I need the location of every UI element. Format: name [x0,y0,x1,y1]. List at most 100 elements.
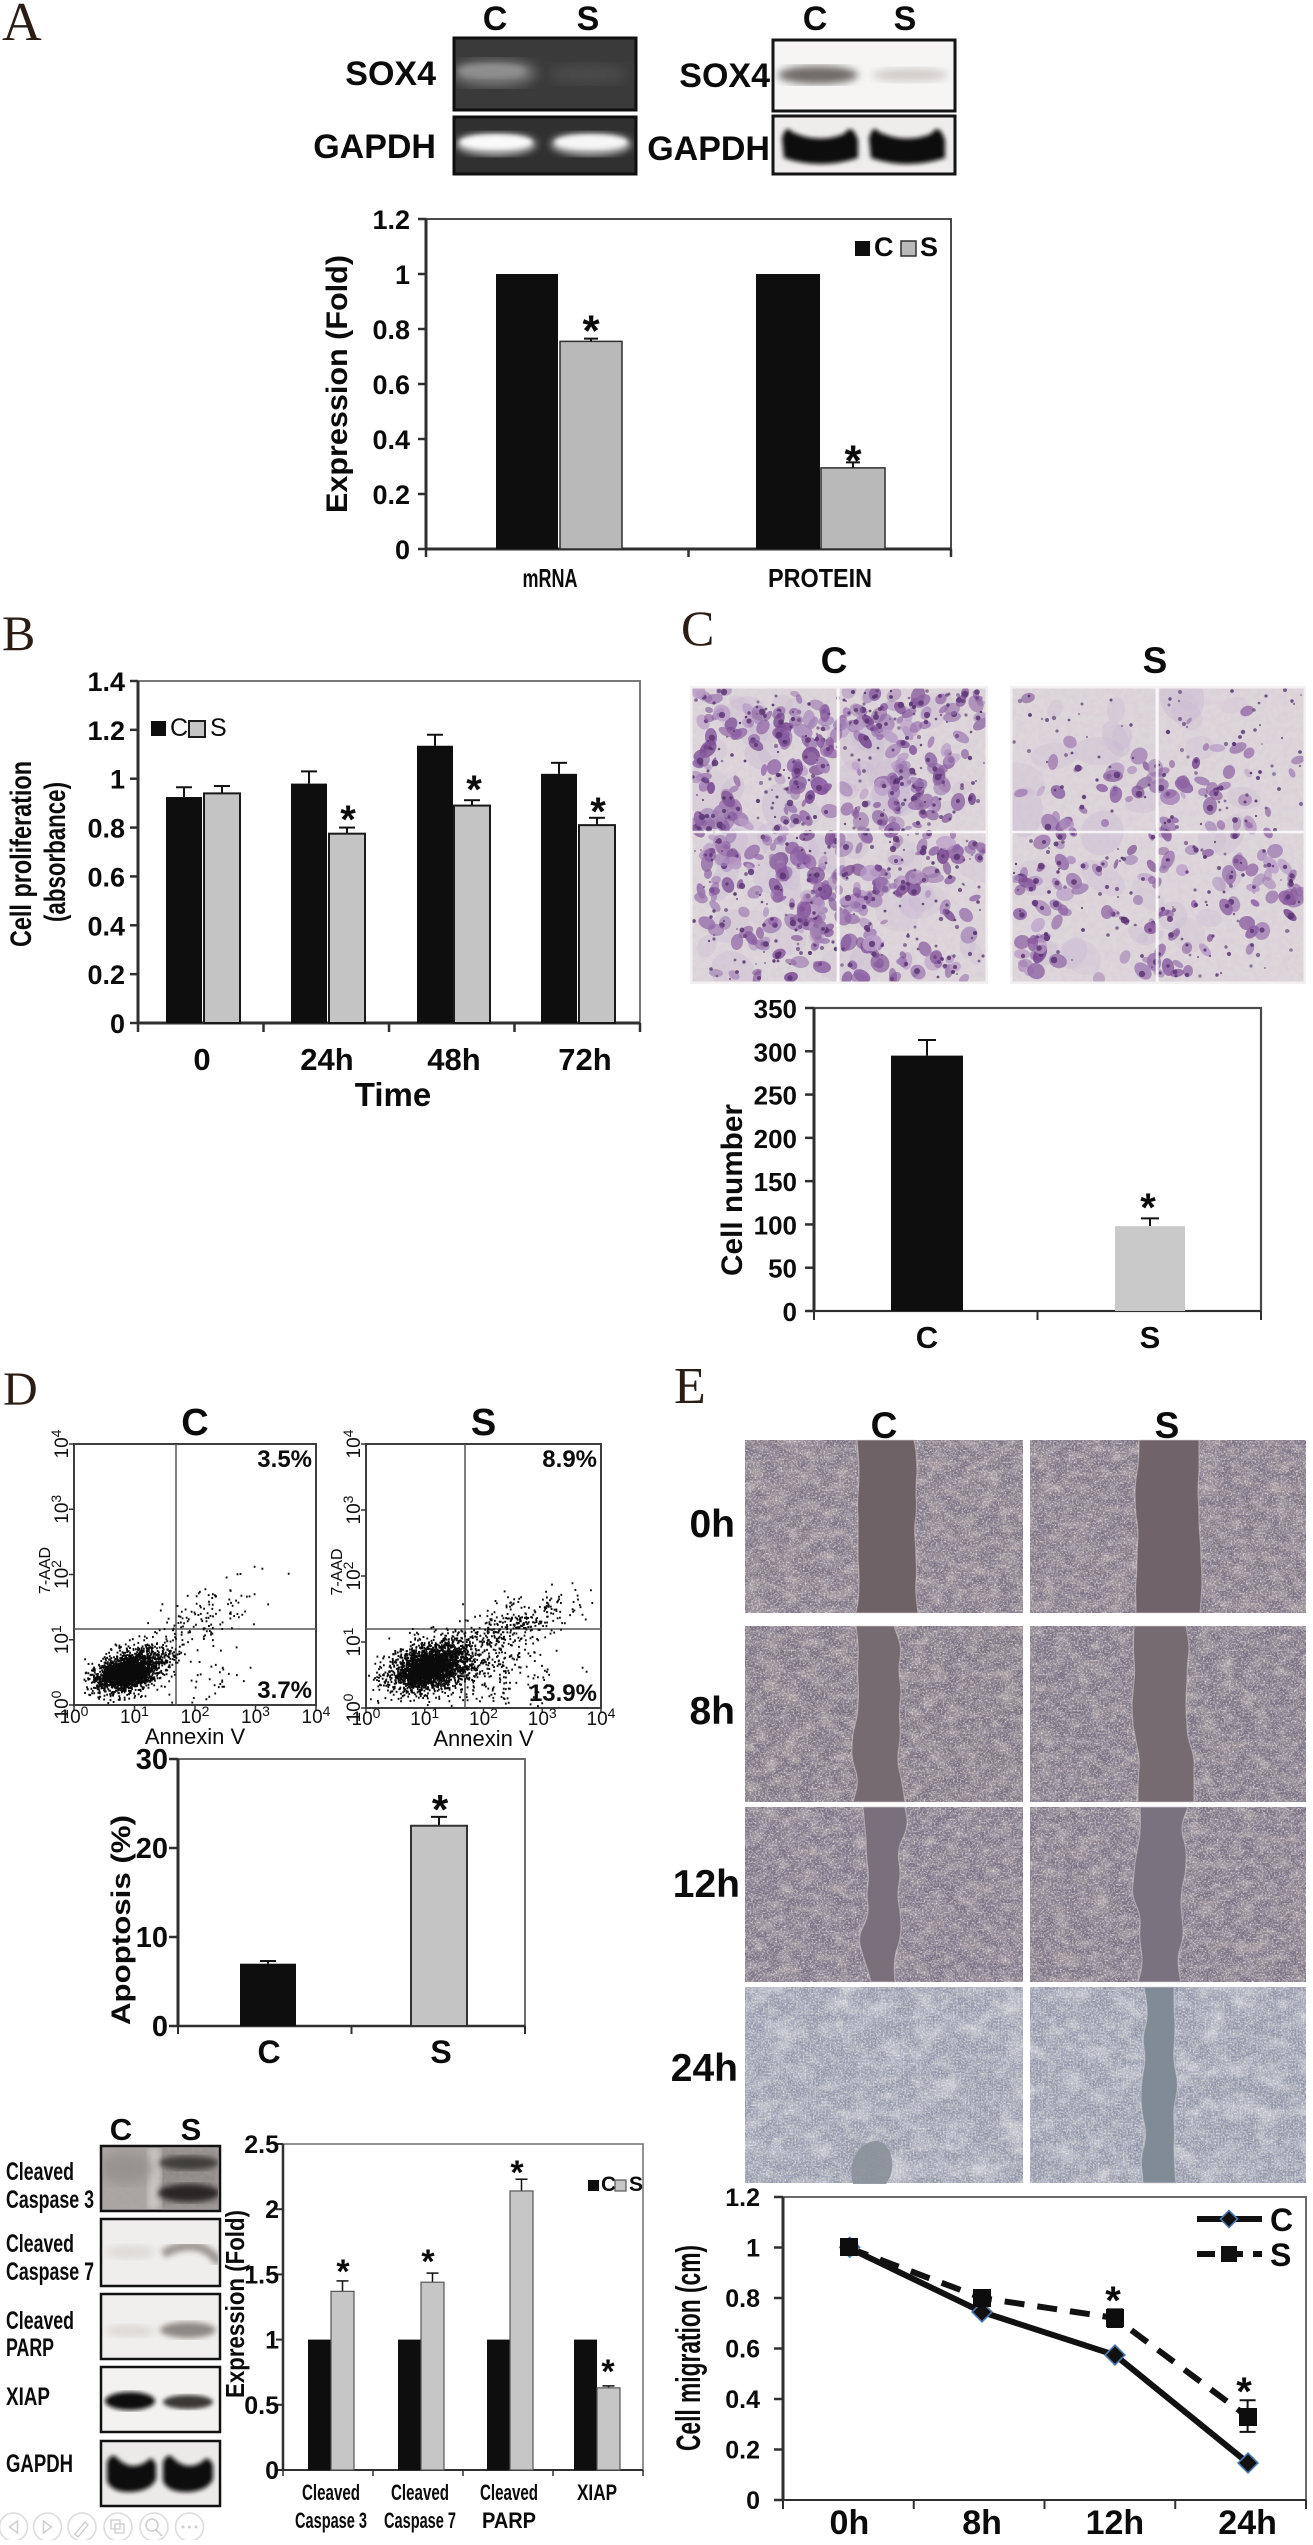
svg-text:mRNA: mRNA [523,563,578,593]
svg-text:0.2: 0.2 [725,2437,760,2465]
svg-text:Expression (Fold): Expression (Fold) [321,255,354,513]
svg-text:0: 0 [783,1297,797,1327]
svg-text:PROTEIN: PROTEIN [768,563,872,593]
svg-text:Cleaved: Cleaved [391,2480,449,2505]
svg-text:Cleaved: Cleaved [6,2158,74,2186]
svg-text:S: S [894,0,917,38]
svg-text:1: 1 [746,2235,760,2263]
svg-text:350: 350 [754,994,797,1024]
svg-text:E: E [674,1358,706,1415]
svg-text:20: 20 [136,1833,168,1865]
svg-text:*: * [432,1786,449,1833]
svg-text:*: * [844,436,862,485]
svg-text:C: C [681,600,714,656]
svg-text:Cell migration (cm): Cell migration (cm) [670,2245,708,2451]
svg-text:103: 103 [48,1495,73,1524]
svg-text:1: 1 [265,2327,279,2355]
svg-text:0.8: 0.8 [87,814,125,844]
svg-text:3.5%: 3.5% [257,1446,312,1473]
svg-text:0.6: 0.6 [87,862,125,892]
svg-text:*: * [1236,2370,1252,2414]
svg-text:D: D [3,1363,38,1416]
svg-text:8.9%: 8.9% [542,1446,597,1473]
svg-text:104: 104 [302,1703,331,1728]
svg-text:S: S [920,232,938,262]
svg-text:24h: 24h [300,1042,353,1077]
svg-text:0h: 0h [689,1503,735,1546]
svg-text:C: C [170,714,188,742]
svg-text:10: 10 [136,1922,168,1954]
svg-text:*: * [340,798,356,842]
svg-text:103: 103 [241,1703,270,1728]
svg-text:Cleaved: Cleaved [480,2480,538,2505]
svg-text:C: C [821,640,848,681]
svg-text:2.5: 2.5 [244,2131,279,2159]
svg-text:XIAP: XIAP [577,2480,617,2505]
svg-text:Cleaved: Cleaved [6,2230,74,2258]
svg-text:GAPDH: GAPDH [313,128,436,166]
svg-text:*: * [1140,1186,1156,1230]
svg-text:Annexin V: Annexin V [433,1726,534,1751]
svg-text:A: A [2,0,42,52]
svg-text:7-AAD: 7-AAD [37,1547,54,1594]
svg-text:Caspase 3: Caspase 3 [295,2508,367,2533]
svg-text:0.5: 0.5 [244,2392,279,2420]
svg-text:104: 104 [587,1705,616,1730]
svg-text:*: * [466,768,482,812]
svg-text:C: C [871,1405,898,1446]
svg-text:C: C [874,232,894,262]
svg-text:(absorbance): (absorbance) [39,782,72,922]
svg-text:102: 102 [48,1560,73,1589]
svg-text:1.2: 1.2 [87,716,125,746]
svg-text:12h: 12h [1086,2504,1145,2540]
svg-text:1: 1 [110,765,125,795]
svg-text:1.2: 1.2 [725,2184,760,2212]
svg-text:Apoptosis (%): Apoptosis (%) [106,1815,136,2025]
svg-text:Caspase 7: Caspase 7 [6,2258,94,2286]
svg-text:S: S [471,1402,496,1444]
svg-text:0.8: 0.8 [725,2285,760,2313]
svg-text:300: 300 [754,1037,797,1067]
svg-text:S: S [1155,1405,1180,1446]
svg-text:0.6: 0.6 [372,370,410,400]
svg-text:24h: 24h [1218,2504,1277,2540]
svg-text:Caspase 3: Caspase 3 [6,2186,94,2214]
svg-text:1.5: 1.5 [244,2261,279,2289]
svg-text:101: 101 [340,1627,365,1656]
svg-text:XIAP: XIAP [6,2383,50,2411]
svg-text:C: C [181,1402,208,1444]
svg-text:100: 100 [754,1210,797,1240]
svg-text:0h: 0h [830,2504,870,2540]
svg-text:C: C [601,2173,616,2196]
svg-text:C: C [803,0,828,38]
svg-text:0.2: 0.2 [87,960,125,990]
svg-text:100: 100 [48,1690,73,1719]
svg-text:Expression (Fold): Expression (Fold) [220,2210,250,2398]
svg-text:S: S [577,0,600,38]
svg-text:104: 104 [48,1429,73,1458]
svg-text:C: C [110,2112,132,2147]
svg-text:103: 103 [340,1495,365,1524]
svg-text:0: 0 [193,1042,210,1077]
svg-text:*: * [590,790,606,834]
svg-text:SOX4: SOX4 [345,55,436,93]
svg-text:S: S [1270,2237,1291,2273]
svg-text:Cell proliferation: Cell proliferation [5,761,38,947]
svg-text:13.9%: 13.9% [529,1680,597,1707]
svg-text:0: 0 [110,1009,125,1039]
svg-text:250: 250 [754,1081,797,1111]
svg-text:S: S [1143,640,1168,681]
svg-text:C: C [916,1320,938,1355]
svg-text:1.2: 1.2 [372,205,410,235]
svg-text:*: * [510,2154,524,2192]
svg-text:0: 0 [265,2457,279,2485]
svg-text:*: * [421,2243,435,2281]
svg-text:S: S [629,2173,643,2196]
svg-text:24h: 24h [671,2047,738,2090]
svg-text:100: 100 [340,1693,365,1722]
svg-text:C: C [1270,2202,1293,2238]
svg-text:GAPDH: GAPDH [6,2450,73,2478]
svg-text:101: 101 [48,1625,73,1654]
svg-text:B: B [2,605,35,661]
svg-text:0.4: 0.4 [725,2386,760,2414]
